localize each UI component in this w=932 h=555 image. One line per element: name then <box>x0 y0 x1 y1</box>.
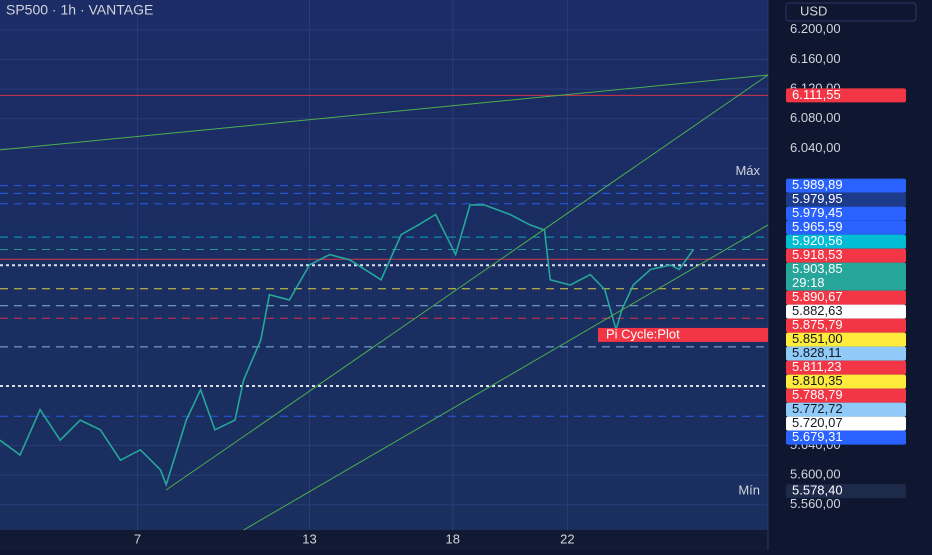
price-tag <box>786 290 906 305</box>
trend-line <box>243 224 769 531</box>
price-tag <box>786 416 906 431</box>
y-tick-label: 6.040,00 <box>790 140 841 155</box>
x-tick-label: 22 <box>560 531 574 546</box>
price-line <box>0 204 695 488</box>
price-tag-label: 5.979,45 <box>792 205 843 220</box>
y-tick-label: 6.160,00 <box>790 51 841 66</box>
price-tag-label: 5.979,95 <box>792 191 843 206</box>
price-tag <box>786 332 906 347</box>
price-tag-label: 5.882,63 <box>792 303 843 318</box>
price-tag-label: 5.772,72 <box>792 401 843 416</box>
price-tag <box>786 206 906 221</box>
axis-labels: 6.200,006.160,006.120,006.080,006.040,00… <box>134 21 906 546</box>
price-tag <box>786 220 906 235</box>
price-tag <box>786 388 906 403</box>
price-tag <box>786 262 906 291</box>
x-tick-label: 13 <box>302 531 316 546</box>
y-tick-label: 6.200,00 <box>790 21 841 36</box>
price-tag <box>786 88 906 103</box>
price-tag <box>786 192 906 207</box>
price-tag <box>786 346 906 361</box>
price-tag-label: 5.989,89 <box>792 177 843 192</box>
price-tag-label: 5.578,40 <box>792 483 843 498</box>
time-axis <box>0 530 768 550</box>
price-tag-label: 5.720,07 <box>792 415 843 430</box>
indicator-label: Pi Cycle:Plot <box>606 326 680 341</box>
chart-title: SP500 · 1h · VANTAGE <box>6 2 153 18</box>
price-tag-label: 6.111,55 <box>792 87 841 102</box>
max-label: Máx <box>735 163 760 178</box>
series <box>0 74 769 531</box>
level-lines <box>0 94 768 417</box>
price-tag <box>786 248 906 263</box>
currency[interactable]: USD <box>800 3 827 18</box>
price-tag-label: 5.828,11 <box>792 345 842 360</box>
price-tag-label: 5.788,79 <box>792 387 843 402</box>
price-tag-label: 5.918,53 <box>792 247 843 262</box>
price-tag <box>786 318 906 333</box>
price-tag <box>786 178 906 193</box>
y-tick-label: 5.600,00 <box>790 467 841 482</box>
price-tag-label: 5.903,85 <box>792 261 843 276</box>
price-tag <box>786 484 906 499</box>
price-tag-label: 5.965,59 <box>792 219 843 234</box>
price-tag-label: 5.890,67 <box>792 289 843 304</box>
price-tag <box>786 402 906 417</box>
price-tag-label: 5.920,56 <box>792 233 843 248</box>
x-tick-label: 18 <box>446 531 460 546</box>
price-tag-label: 5.810,35 <box>792 373 843 388</box>
price-tag-label: 5.875,79 <box>792 317 843 332</box>
x-tick-label: 7 <box>134 531 141 546</box>
trend-line <box>0 74 769 151</box>
indicator-tag <box>598 327 768 342</box>
countdown: 29:18 <box>792 275 825 290</box>
currency-box[interactable] <box>785 2 917 22</box>
trend-line <box>165 74 769 491</box>
min-label: Mín <box>738 483 760 498</box>
price-tag <box>786 430 906 445</box>
price-tag <box>786 304 906 319</box>
price-tag <box>786 374 906 389</box>
price-tag-label: 5.811,23 <box>792 359 842 374</box>
price-tag-label: 5.851,00 <box>792 331 843 346</box>
y-tick-label: 6.080,00 <box>790 110 841 125</box>
price-tag <box>786 234 906 249</box>
y-tick-label: 5.560,00 <box>790 496 841 511</box>
price-tag <box>786 360 906 375</box>
price-tag-label: 5.679,31 <box>792 429 843 444</box>
